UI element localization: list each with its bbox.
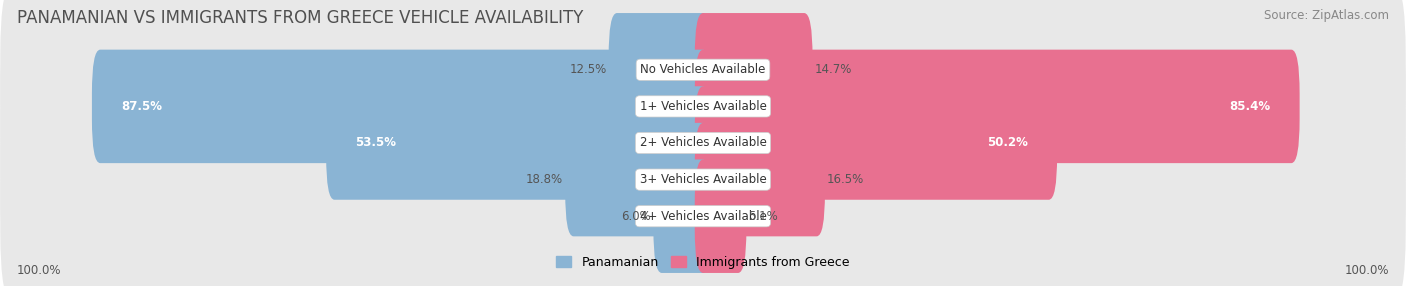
Text: 4+ Vehicles Available: 4+ Vehicles Available (640, 210, 766, 223)
FancyBboxPatch shape (695, 13, 813, 126)
FancyBboxPatch shape (695, 160, 747, 273)
FancyBboxPatch shape (654, 160, 711, 273)
FancyBboxPatch shape (565, 123, 711, 236)
Text: 50.2%: 50.2% (987, 136, 1028, 150)
Text: 6.0%: 6.0% (621, 210, 651, 223)
Text: 87.5%: 87.5% (121, 100, 162, 113)
Text: 16.5%: 16.5% (827, 173, 865, 186)
Text: 18.8%: 18.8% (526, 173, 564, 186)
Legend: Panamanian, Immigrants from Greece: Panamanian, Immigrants from Greece (557, 255, 849, 269)
Text: Source: ZipAtlas.com: Source: ZipAtlas.com (1264, 9, 1389, 21)
Text: 14.7%: 14.7% (814, 63, 852, 76)
FancyBboxPatch shape (609, 13, 711, 126)
FancyBboxPatch shape (0, 92, 1406, 268)
FancyBboxPatch shape (695, 86, 1057, 200)
FancyBboxPatch shape (0, 18, 1406, 194)
FancyBboxPatch shape (695, 123, 825, 236)
FancyBboxPatch shape (0, 0, 1406, 158)
Text: PANAMANIAN VS IMMIGRANTS FROM GREECE VEHICLE AVAILABILITY: PANAMANIAN VS IMMIGRANTS FROM GREECE VEH… (17, 9, 583, 27)
Text: 2+ Vehicles Available: 2+ Vehicles Available (640, 136, 766, 150)
Text: No Vehicles Available: No Vehicles Available (640, 63, 766, 76)
FancyBboxPatch shape (0, 128, 1406, 286)
FancyBboxPatch shape (91, 50, 711, 163)
FancyBboxPatch shape (326, 86, 711, 200)
Text: 3+ Vehicles Available: 3+ Vehicles Available (640, 173, 766, 186)
Text: 5.1%: 5.1% (748, 210, 778, 223)
FancyBboxPatch shape (695, 50, 1299, 163)
Text: 85.4%: 85.4% (1230, 100, 1271, 113)
Text: 100.0%: 100.0% (1344, 265, 1389, 277)
FancyBboxPatch shape (0, 55, 1406, 231)
Text: 53.5%: 53.5% (356, 136, 396, 150)
Text: 1+ Vehicles Available: 1+ Vehicles Available (640, 100, 766, 113)
Text: 12.5%: 12.5% (569, 63, 606, 76)
Text: 100.0%: 100.0% (17, 265, 62, 277)
